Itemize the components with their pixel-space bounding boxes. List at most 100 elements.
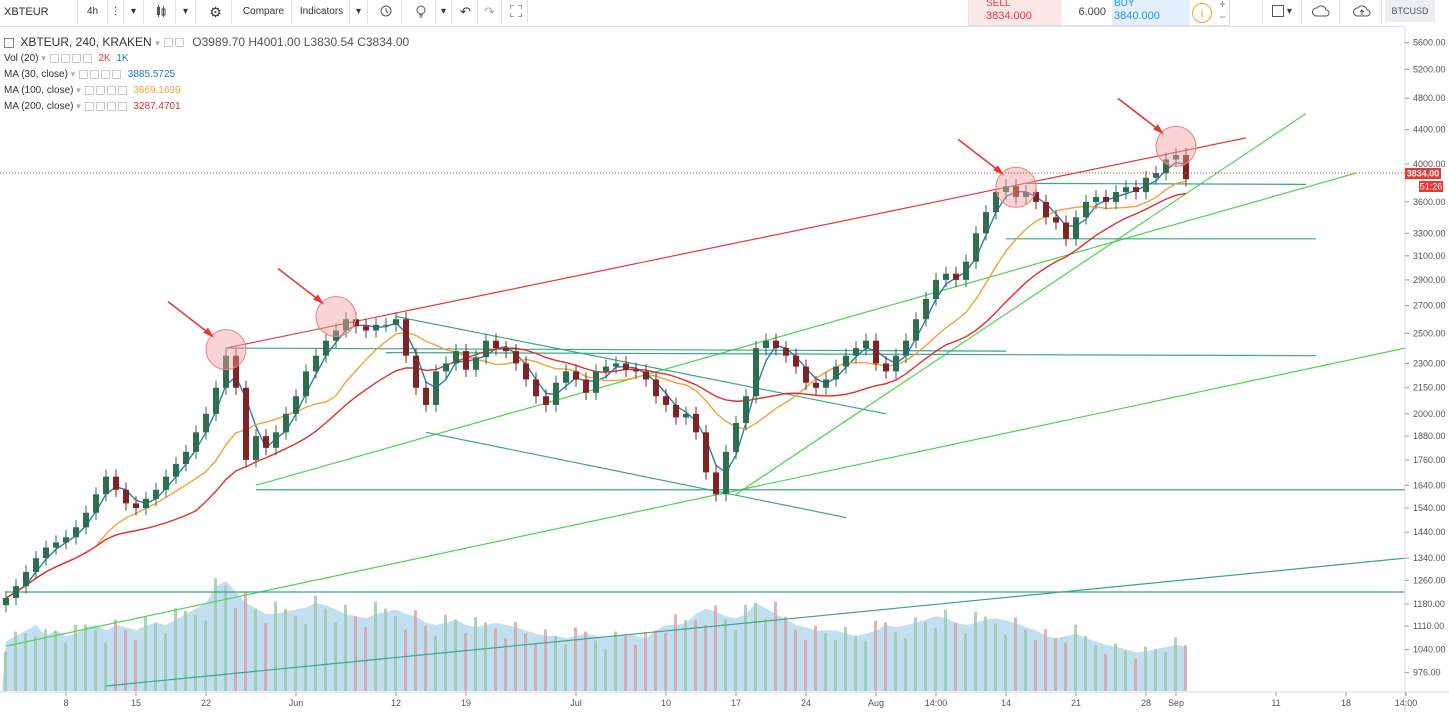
series-dropdown-icon[interactable]: ▾ xyxy=(155,38,160,48)
minus-icon[interactable]: − xyxy=(1219,10,1227,24)
ideas-dropdown-icon[interactable]: ▾ xyxy=(436,0,452,24)
alert-icon[interactable] xyxy=(370,0,402,24)
interval-button[interactable]: 4h xyxy=(78,0,108,24)
volume-dropdown-icon[interactable]: ▾ xyxy=(41,53,46,63)
lightbulb-icon[interactable] xyxy=(406,0,436,24)
compare-button[interactable]: Compare xyxy=(236,0,292,24)
volume-close-icon[interactable] xyxy=(82,53,92,63)
candle-body xyxy=(13,586,19,598)
volume-bar xyxy=(954,622,957,691)
ma200-label: MA (200, close) xyxy=(4,101,74,112)
annotations-layer[interactable] xyxy=(167,97,1197,371)
volume-add-icon[interactable] xyxy=(71,53,81,63)
candle-body xyxy=(803,366,809,383)
candle-body xyxy=(203,413,209,433)
volume-layer xyxy=(2,578,1187,691)
price-axis-bg xyxy=(1405,26,1449,712)
price-tick-label: 1260.00 xyxy=(1413,575,1446,585)
time-tick-label: Jun xyxy=(289,698,304,708)
layout-icon[interactable]: ▾ xyxy=(1262,0,1302,24)
ma200-add-icon[interactable] xyxy=(106,101,116,111)
price-axis[interactable]: 5600.00 5200.00 4800.00 4400.00 4000.00 3600.… xyxy=(1405,38,1446,678)
volume-eye-icon[interactable] xyxy=(49,53,59,63)
ohlc-high: H4001.00 xyxy=(248,35,301,49)
candle-body xyxy=(1103,196,1109,202)
volume-bar xyxy=(564,644,567,691)
chart-canvas[interactable]: 5600.00 5200.00 4800.00 4400.00 4000.00 3600.… xyxy=(0,26,1449,712)
quantity-input[interactable]: 6.000 xyxy=(1078,6,1106,18)
ma100-settings-icon[interactable] xyxy=(95,85,105,95)
candle-body xyxy=(233,355,239,388)
ma100-dropdown-icon[interactable]: ▾ xyxy=(76,85,81,95)
ma200-close-icon[interactable] xyxy=(117,101,127,111)
ma30-close-icon[interactable] xyxy=(112,69,122,79)
interval-dropdown-icon[interactable]: ▾ xyxy=(124,0,144,24)
volume-bar xyxy=(174,608,177,691)
plus-icon[interactable]: + xyxy=(1219,0,1227,11)
sell-button[interactable]: SELL 3834.000 xyxy=(969,0,1062,25)
collapse-legend-icon[interactable] xyxy=(4,37,14,48)
volume-bar xyxy=(124,629,127,691)
candle-body xyxy=(983,212,989,234)
ma30-add-icon[interactable] xyxy=(101,69,111,79)
volume-bar xyxy=(484,622,487,691)
series-eye-icon[interactable] xyxy=(163,38,173,48)
price-tick-label: 1110.00 xyxy=(1413,621,1444,631)
candle-body xyxy=(413,355,419,388)
cloud-save-icon[interactable] xyxy=(1302,0,1340,24)
price-tick-label: 1540.00 xyxy=(1413,503,1446,513)
ma30-dropdown-icon[interactable]: ▾ xyxy=(70,69,76,79)
ma200-eye-icon[interactable] xyxy=(84,101,94,111)
candle-style-icon[interactable] xyxy=(146,0,176,24)
chart-style-dropdown-icon[interactable]: ▾ xyxy=(176,0,196,24)
buy-button[interactable]: BUY 3840.000 xyxy=(1112,0,1190,25)
time-axis[interactable]: 8 15 22 Jun 12 19 Jul 10 17 24 Aug 14:00 14 21 28 Sep 11… xyxy=(63,692,1417,708)
ma200-dropdown-icon[interactable]: ▾ xyxy=(76,101,81,111)
trendline-support-b xyxy=(5,347,1406,647)
undo-icon[interactable]: ↶ xyxy=(454,0,478,24)
settings-gear-icon[interactable]: ⚙ xyxy=(200,0,232,24)
candle-body xyxy=(1053,217,1059,223)
volume-bar xyxy=(504,638,507,691)
candle-body xyxy=(133,503,139,509)
fullscreen-icon[interactable] xyxy=(504,0,528,24)
ma100-eye-icon[interactable] xyxy=(84,85,94,95)
ma30-eye-icon[interactable] xyxy=(79,69,89,79)
volume-bar xyxy=(784,616,787,691)
volume-bar xyxy=(134,640,137,691)
ma100-add-icon[interactable] xyxy=(106,85,116,95)
candle-body xyxy=(523,363,529,380)
series-settings-icon[interactable] xyxy=(174,38,184,48)
trendline-diag-channel-bottom xyxy=(425,431,847,519)
volume-bar xyxy=(1004,634,1007,691)
ma30-settings-icon[interactable] xyxy=(90,69,100,79)
symbol-search[interactable]: XBTEUR xyxy=(0,0,78,24)
candle-body xyxy=(1093,196,1099,202)
interval-menu-icon[interactable]: ⋮ xyxy=(108,0,124,24)
interval-label: 4h xyxy=(86,6,99,17)
ma200-settings-icon[interactable] xyxy=(95,101,105,111)
volume-bar xyxy=(1084,636,1087,691)
info-icon[interactable]: i xyxy=(1192,3,1212,23)
symbol-badge[interactable]: BTCUSD xyxy=(1385,0,1435,22)
volume-bar xyxy=(1174,637,1177,691)
volume-bar xyxy=(664,632,667,691)
indicators-button[interactable]: Indicators xyxy=(294,0,350,24)
volume-settings-icon[interactable] xyxy=(60,53,70,63)
volume-bar xyxy=(554,636,557,691)
redo-icon[interactable]: ↷ xyxy=(478,0,502,24)
symbol-label: XBTEUR xyxy=(4,6,49,18)
sell-label: SELL xyxy=(986,0,1011,9)
price-tick-label: 2900.00 xyxy=(1413,275,1446,285)
candle-body xyxy=(463,351,469,370)
trendlines-layer[interactable] xyxy=(5,113,1406,687)
volume-bar xyxy=(1134,658,1137,691)
price-tick-label: 1440.00 xyxy=(1413,527,1446,537)
volume-bar xyxy=(754,603,757,691)
price-tick-label: 2150.00 xyxy=(1413,383,1446,393)
ma100-close-icon[interactable] xyxy=(117,85,127,95)
indicators-dropdown-icon[interactable]: ▾ xyxy=(350,0,368,24)
volume-bar xyxy=(724,619,727,691)
cloud-upload-icon[interactable] xyxy=(1342,0,1382,24)
candle-body xyxy=(993,192,999,213)
